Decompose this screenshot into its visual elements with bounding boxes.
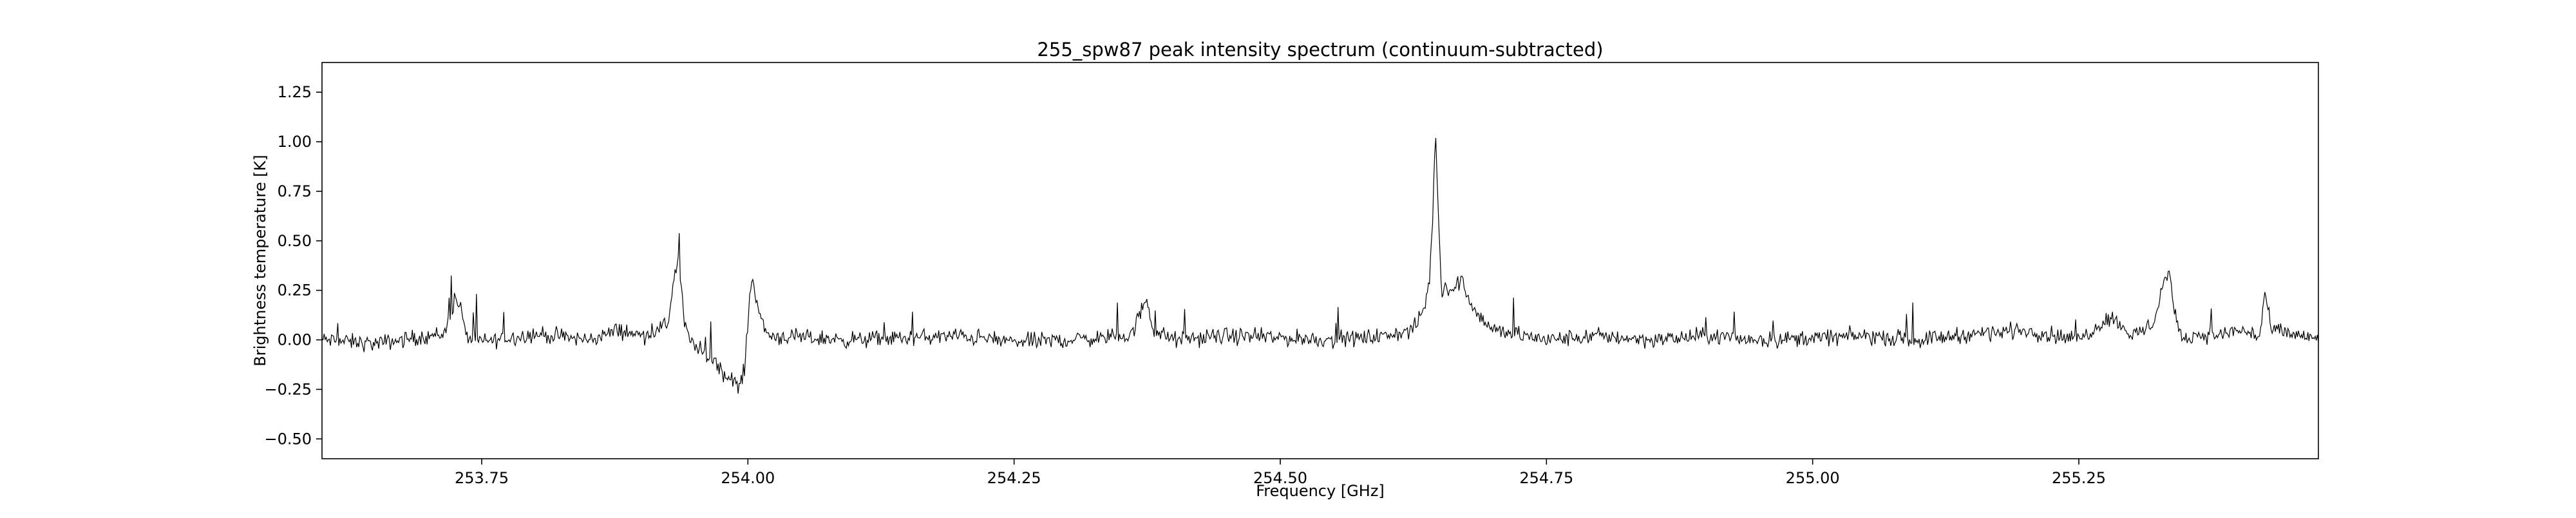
x-tick-label: 255.25 (2052, 469, 2106, 487)
plot-layer (321, 138, 2319, 394)
y-tick-label: 1.25 (278, 83, 312, 101)
spectrum-line (321, 138, 2319, 394)
y-tick-label: 0.25 (278, 282, 312, 300)
x-tick-label: 254.00 (721, 469, 775, 487)
y-tick-label: 0.50 (278, 232, 312, 250)
y-axis: −0.50 −0.25 0.00 0.25 0.50 0.75 1.00 1.25 (264, 83, 322, 448)
plot-frame (321, 62, 2319, 459)
y-tick-label: −0.25 (264, 380, 312, 398)
x-tick-label: 254.50 (1253, 469, 1307, 487)
y-tick-label: 0.00 (278, 331, 312, 349)
x-tick-label: 254.75 (1519, 469, 1573, 487)
x-axis-label: Frequency [GHz] (1256, 482, 1385, 500)
y-axis-label: Brightness temperature [K] (251, 155, 269, 366)
y-tick-label: 1.00 (278, 133, 312, 151)
x-tick-label: 254.25 (987, 469, 1041, 487)
x-axis: 253.75 254.00 254.25 254.50 254.75 255.00 255.… (455, 459, 2106, 487)
chart-title: 255_spw87 peak intensity spectrum (conti… (1037, 39, 1603, 61)
y-tick-label: −0.50 (264, 430, 312, 448)
x-tick-label: 255.00 (1786, 469, 1840, 487)
x-tick-label: 253.75 (455, 469, 509, 487)
y-tick-label: 0.75 (278, 182, 312, 200)
